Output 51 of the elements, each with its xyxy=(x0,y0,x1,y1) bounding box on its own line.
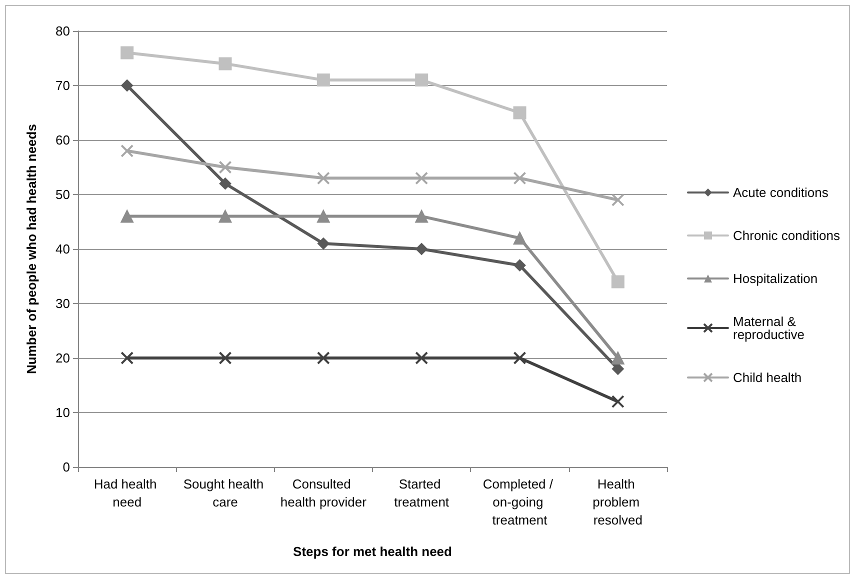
y-tick-label: 0 xyxy=(62,460,70,474)
point xyxy=(611,352,624,364)
y-tick-label: 40 xyxy=(56,242,70,256)
y-tick-label: 30 xyxy=(56,296,70,311)
y-tick-label: 70 xyxy=(56,78,70,93)
point xyxy=(120,46,134,60)
legend-label: Maternal & reproductive xyxy=(733,314,805,342)
y-tick-label: 60 xyxy=(56,132,70,148)
legend-label: Hospitalization xyxy=(733,271,818,286)
point xyxy=(611,193,624,206)
point xyxy=(218,210,232,223)
y-tick-label: 50 xyxy=(56,187,70,202)
x-tick-label: Had health need xyxy=(94,476,160,510)
y-tick-label: 80 xyxy=(56,24,70,38)
point xyxy=(415,352,428,364)
point xyxy=(415,172,428,185)
x-axis-title: Steps for met health need xyxy=(293,544,452,559)
point xyxy=(316,210,330,223)
point xyxy=(316,352,330,364)
point xyxy=(415,210,428,223)
point xyxy=(219,178,232,190)
legend-label: Child health xyxy=(733,370,802,385)
point xyxy=(513,352,526,364)
point xyxy=(218,160,232,174)
y-axis-title: Number of people who had health needs xyxy=(24,124,39,374)
legend-label: Chronic conditions xyxy=(733,228,840,243)
point xyxy=(218,352,232,364)
point xyxy=(514,259,526,272)
point xyxy=(218,57,232,70)
point xyxy=(513,232,526,245)
point xyxy=(317,238,330,250)
point xyxy=(316,74,330,87)
point xyxy=(120,352,134,364)
point xyxy=(513,106,526,120)
point xyxy=(120,144,134,158)
y-tick-label: 10 xyxy=(56,405,70,420)
x-tick-label: Health problem resolved xyxy=(592,476,644,528)
point xyxy=(416,243,428,255)
legend-label: Acute conditions xyxy=(733,185,829,200)
point xyxy=(121,80,134,92)
x-tick-label: Consulted health provider xyxy=(280,476,368,510)
point xyxy=(415,74,428,87)
y-tick-label: 20 xyxy=(56,350,70,366)
x-tick-label: Started treatment xyxy=(394,476,450,510)
point xyxy=(611,395,624,408)
point xyxy=(120,210,134,223)
point xyxy=(611,275,624,288)
point xyxy=(316,172,330,185)
point xyxy=(513,172,526,185)
x-tick-label: Completed / on-going treatment xyxy=(482,476,557,528)
x-tick-label: Sought health care xyxy=(183,476,268,510)
